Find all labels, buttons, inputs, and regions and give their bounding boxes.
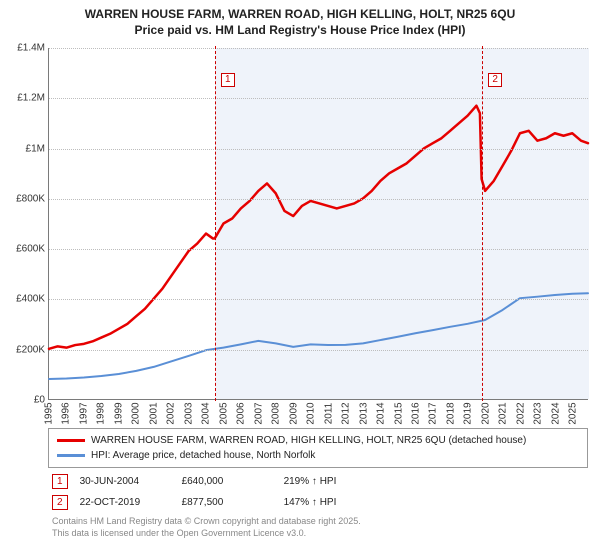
y-axis-label: £1.4M — [3, 43, 45, 54]
x-axis-label: 2003 — [183, 402, 194, 424]
gridline-h — [49, 149, 588, 150]
x-axis-label: 2012 — [341, 402, 352, 424]
chart-container: WARREN HOUSE FARM, WARREN ROAD, HIGH KEL… — [0, 0, 600, 560]
x-axis-label: 2006 — [236, 402, 247, 424]
x-axis-label: 2016 — [410, 402, 421, 424]
x-axis-label: 2020 — [480, 402, 491, 424]
legend-label-hpi: HPI: Average price, detached house, Nort… — [91, 448, 315, 463]
y-axis-label: £1.2M — [3, 93, 45, 104]
marker-box: 1 — [221, 73, 235, 87]
gridline-h — [49, 350, 588, 351]
plot-area: £0£200K£400K£600K£800K£1M£1.2M£1.4M19951… — [48, 48, 588, 400]
legend-swatch-hpi — [57, 454, 85, 457]
x-axis-label: 2018 — [445, 402, 456, 424]
sale-pct-2: 147% ↑ HPI — [284, 497, 374, 508]
gridline-h — [49, 249, 588, 250]
sale-date-1: 30-JUN-2004 — [80, 476, 170, 487]
series-line-hpi — [49, 293, 588, 379]
x-axis-label: 2023 — [533, 402, 544, 424]
x-axis-label: 2017 — [428, 402, 439, 424]
legend-block: WARREN HOUSE FARM, WARREN ROAD, HIGH KEL… — [48, 428, 588, 539]
y-axis-label: £200K — [3, 344, 45, 355]
legend-swatch-property — [57, 439, 85, 442]
sale-price-2: £877,500 — [182, 497, 272, 508]
y-axis-label: £400K — [3, 294, 45, 305]
sale-row-2: 2 22-OCT-2019 £877,500 147% ↑ HPI — [48, 495, 588, 510]
series-line-property — [49, 106, 588, 349]
y-axis-label: £1M — [3, 143, 45, 154]
x-axis-label: 1998 — [96, 402, 107, 424]
x-axis-label: 1996 — [61, 402, 72, 424]
x-axis-label: 2010 — [306, 402, 317, 424]
legend-label-property: WARREN HOUSE FARM, WARREN ROAD, HIGH KEL… — [91, 433, 526, 448]
attribution: Contains HM Land Registry data © Crown c… — [48, 516, 588, 539]
x-axis-label: 2001 — [148, 402, 159, 424]
sale-marker-1: 1 — [52, 474, 68, 489]
x-axis-label: 2005 — [218, 402, 229, 424]
sale-row-1: 1 30-JUN-2004 £640,000 219% ↑ HPI — [48, 474, 588, 489]
attribution-line2: This data is licensed under the Open Gov… — [52, 528, 584, 540]
sale-marker-2: 2 — [52, 495, 68, 510]
x-axis-label: 2011 — [323, 403, 334, 425]
series-svg — [49, 48, 588, 399]
x-axis-label: 1997 — [78, 402, 89, 424]
gridline-h — [49, 98, 588, 99]
gridline-h — [49, 199, 588, 200]
y-axis-label: £0 — [3, 395, 45, 406]
x-axis-label: 2002 — [166, 402, 177, 424]
x-axis-label: 1999 — [113, 402, 124, 424]
legend-box: WARREN HOUSE FARM, WARREN ROAD, HIGH KEL… — [48, 428, 588, 468]
x-axis-label: 2025 — [568, 402, 579, 424]
gridline-h — [49, 299, 588, 300]
x-axis-label: 2019 — [463, 402, 474, 424]
title-line1: WARREN HOUSE FARM, WARREN ROAD, HIGH KEL… — [10, 6, 590, 22]
x-axis-label: 1995 — [44, 402, 55, 424]
attribution-line1: Contains HM Land Registry data © Crown c… — [52, 516, 584, 528]
legend-row-hpi: HPI: Average price, detached house, Nort… — [57, 448, 579, 463]
title-line2: Price paid vs. HM Land Registry's House … — [10, 22, 590, 38]
chart-title: WARREN HOUSE FARM, WARREN ROAD, HIGH KEL… — [0, 0, 600, 42]
x-axis-label: 2008 — [271, 402, 282, 424]
x-axis-label: 2024 — [550, 402, 561, 424]
y-axis-label: £800K — [3, 193, 45, 204]
marker-line — [482, 46, 483, 401]
sale-date-2: 22-OCT-2019 — [80, 497, 170, 508]
y-axis-label: £600K — [3, 244, 45, 255]
x-axis-label: 2009 — [288, 402, 299, 424]
gridline-h — [49, 48, 588, 49]
x-axis-label: 2022 — [515, 402, 526, 424]
x-axis-label: 2013 — [358, 402, 369, 424]
marker-line — [215, 46, 216, 401]
sale-pct-1: 219% ↑ HPI — [284, 476, 374, 487]
x-axis-label: 2014 — [376, 402, 387, 424]
marker-box: 2 — [488, 73, 502, 87]
sale-price-1: £640,000 — [182, 476, 272, 487]
x-axis-label: 2015 — [393, 402, 404, 424]
legend-row-property: WARREN HOUSE FARM, WARREN ROAD, HIGH KEL… — [57, 433, 579, 448]
x-axis-label: 2004 — [201, 402, 212, 424]
x-axis-label: 2000 — [131, 402, 142, 424]
x-axis-label: 2021 — [498, 402, 509, 424]
x-axis-label: 2007 — [253, 402, 264, 424]
